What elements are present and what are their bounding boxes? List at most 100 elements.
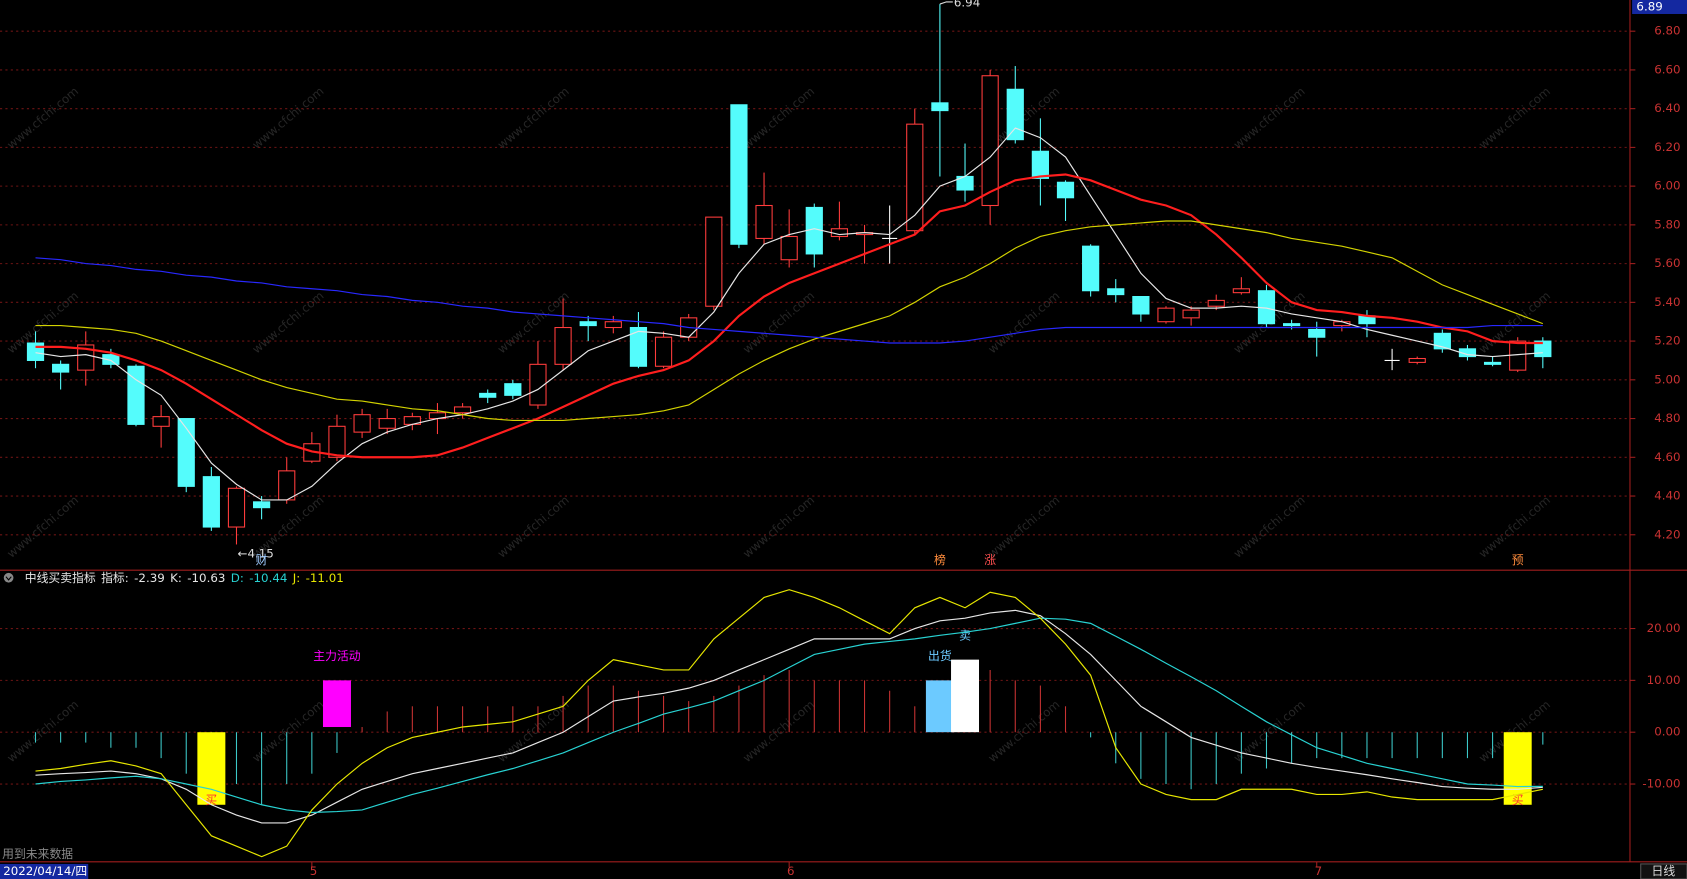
legend-name: K: <box>170 570 182 584</box>
cursor-price-box <box>1632 0 1687 14</box>
indicator-title: 中线买卖指标 <box>25 570 96 584</box>
candle-body <box>579 321 597 327</box>
x-tick-label: 5 <box>310 864 318 878</box>
candle-body <box>755 204 773 239</box>
candle-body <box>227 487 246 528</box>
y-tick-label: 6.20 <box>1654 140 1680 154</box>
candle-body <box>1056 181 1075 199</box>
legend-name: D: <box>231 570 244 584</box>
y-tick-label: 4.60 <box>1654 450 1680 464</box>
y-tick-label: 5.40 <box>1654 295 1680 309</box>
candle-body <box>1082 245 1100 292</box>
candle-body <box>177 418 195 487</box>
ma-line <box>35 257 1543 344</box>
candle-body <box>278 470 296 501</box>
signal-block <box>925 680 954 733</box>
legend-value: -10.63 <box>187 570 225 584</box>
y-tick-label: -10.00 <box>1642 777 1680 791</box>
y-tick-label: 6.00 <box>1654 179 1680 193</box>
y-tick-label: 5.60 <box>1654 256 1680 270</box>
indicator-name: 指标: <box>101 570 129 584</box>
candle-body <box>77 344 95 371</box>
candle-body <box>654 336 673 367</box>
y-tick-label: 0.00 <box>1654 725 1680 739</box>
candle-body <box>554 326 572 365</box>
extreme-label: ←4.15 <box>238 547 274 561</box>
panel-icon <box>5 576 12 581</box>
candle-body <box>629 326 648 367</box>
legend-value: -11.01 <box>306 570 344 584</box>
candle-body <box>705 216 723 307</box>
ma-line <box>35 173 1543 459</box>
signal-marker: 榜 <box>934 553 946 567</box>
cursor-price: 6.89 <box>1636 0 1662 13</box>
y-tick-label: 5.00 <box>1654 372 1680 386</box>
candle-body <box>102 354 120 365</box>
candle-body <box>1157 307 1175 323</box>
candle-body <box>1232 288 1250 294</box>
extreme-arrow <box>939 1 953 5</box>
kdj-line <box>35 617 1543 814</box>
signal-block <box>951 659 980 733</box>
indicator-header: 中线买卖指标 指标: -2.39 K: -10.63 D: -10.44 J: -11.01 <box>25 570 344 584</box>
candle-body <box>830 228 849 238</box>
candle-body <box>127 365 145 425</box>
candle-body <box>730 104 748 245</box>
note: 用到未来数据 <box>2 847 73 861</box>
candle-body <box>1107 288 1125 296</box>
candle-body <box>1006 88 1024 141</box>
y-tick-label: 4.40 <box>1654 489 1680 503</box>
y-tick-label: 4.80 <box>1654 411 1680 425</box>
y-tick-label: 5.20 <box>1654 334 1680 348</box>
signal-label: 主力活动 <box>313 649 360 663</box>
candle-body <box>1031 150 1049 179</box>
candle-body <box>453 406 472 414</box>
legend-value: -10.44 <box>249 570 287 584</box>
kdj-line <box>35 609 1543 824</box>
y-tick-label: 4.20 <box>1654 527 1680 541</box>
y-tick-label: 6.80 <box>1654 24 1680 38</box>
candle-body <box>1308 328 1326 338</box>
signal-block <box>322 680 351 728</box>
candle-body <box>981 75 999 207</box>
candle-body <box>780 235 798 261</box>
candle-body <box>1182 309 1200 319</box>
legend-name: J: <box>292 570 300 584</box>
extreme-label: 6.94 <box>954 0 980 9</box>
candle-body <box>529 363 547 406</box>
candle-body <box>1207 299 1225 307</box>
signal-marker: 涨 <box>984 553 996 567</box>
candle-body <box>1433 332 1451 350</box>
x-tick-label: 6 <box>787 864 795 878</box>
y-tick-label: 10.00 <box>1647 673 1681 687</box>
x-tick-label: 7 <box>1315 864 1323 878</box>
candle-body <box>1483 361 1502 365</box>
signal-label: 出货 <box>928 649 952 663</box>
period: 日线 <box>1651 864 1675 878</box>
candle-body <box>202 476 220 528</box>
date-box <box>0 863 89 879</box>
candle-body <box>1132 295 1150 315</box>
candle-body <box>1408 357 1426 363</box>
candle-body <box>328 425 346 458</box>
y-tick-label: 5.80 <box>1654 217 1680 231</box>
cursor-date: 2022/04/14/四 <box>3 864 87 878</box>
candle-body <box>504 383 522 396</box>
y-tick-label: 6.60 <box>1654 62 1680 76</box>
candle-body <box>604 321 622 329</box>
candle-body <box>353 414 371 433</box>
ma-line <box>35 220 1544 422</box>
signal-label: 卖 <box>959 628 971 642</box>
candle-body <box>931 102 949 112</box>
ma-line <box>35 127 1543 501</box>
signal-marker: 预 <box>1512 553 1524 567</box>
candle-body <box>26 342 45 361</box>
y-tick-label: 6.40 <box>1654 101 1680 115</box>
y-tick-label: 20.00 <box>1647 621 1681 635</box>
candle-body <box>252 501 271 509</box>
panel-icon <box>3 572 14 583</box>
indicator-value: -2.39 <box>134 570 165 584</box>
